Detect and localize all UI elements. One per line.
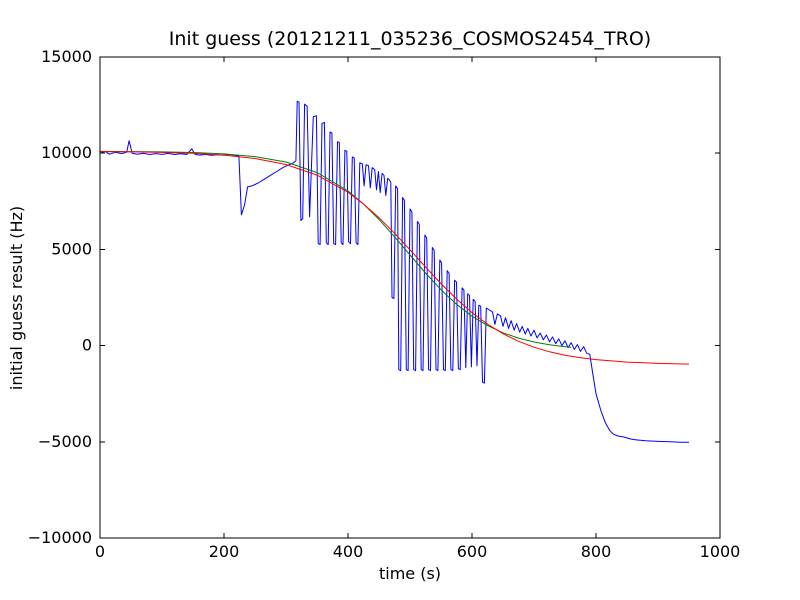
- x-axis-label: time (s): [379, 564, 441, 583]
- y-tick-label: 10000: [41, 143, 92, 162]
- chart-title: Init guess (20121211_035236_COSMOS2454_T…: [169, 28, 651, 50]
- x-tick-label: 1000: [700, 542, 741, 561]
- plot-frame: [99, 56, 721, 539]
- x-tick-label: 0: [95, 542, 105, 561]
- y-tick-label: 5000: [51, 239, 92, 258]
- y-tick-label: −5000: [38, 432, 92, 451]
- y-axis-label: initial guess result (Hz): [7, 206, 26, 390]
- series-line-red_fit: [99, 151, 690, 365]
- plot-area: 0 200 400 600 800 1000 −10000 −5000 0 5000 10000 15…: [28, 47, 741, 561]
- x-tick-label: 600: [457, 542, 488, 561]
- y-tick-label: 0: [82, 336, 92, 355]
- y-tick-label: −10000: [28, 528, 92, 547]
- x-tick-label: 200: [209, 542, 240, 561]
- series-line-green_fit: [99, 150, 572, 348]
- series-line-blue_data: [99, 100, 689, 443]
- y-tick-label: 15000: [41, 47, 92, 66]
- x-tick-label: 800: [581, 542, 612, 561]
- x-tick-label: 400: [333, 542, 364, 561]
